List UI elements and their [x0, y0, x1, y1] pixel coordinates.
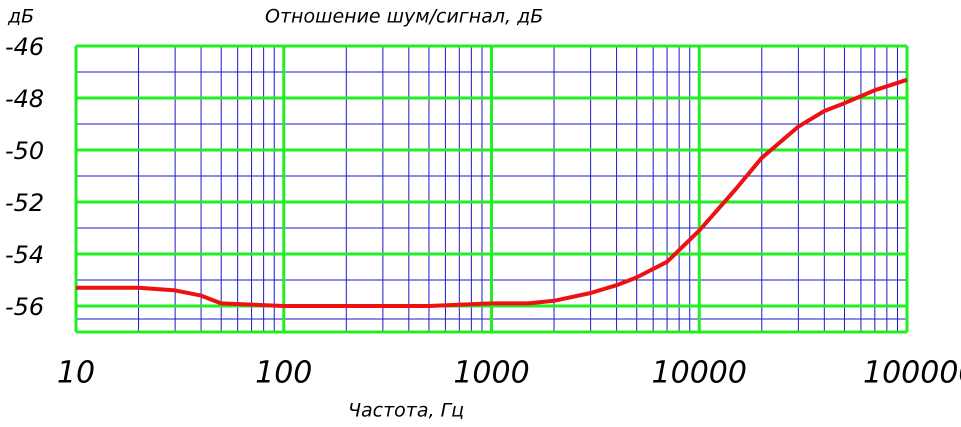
x-tick-label: 100 — [255, 356, 312, 391]
x-axis-label: Частота, Гц — [348, 400, 464, 422]
data-line — [76, 77, 908, 308]
y-tick-label: -50 — [5, 137, 44, 165]
y-tick-label: -48 — [5, 85, 44, 113]
x-tick-label: 10000 — [652, 356, 747, 391]
x-tick-label: 1000 — [453, 356, 529, 391]
x-tick-label: 100000 — [863, 356, 961, 391]
y-tick-label: -52 — [5, 189, 44, 217]
y-tick-label: -56 — [5, 293, 44, 321]
y-axis-label: дБ — [7, 6, 34, 28]
y-tick-label: -46 — [5, 33, 44, 61]
chart-title: Отношение шум/сигнал, дБ — [265, 6, 543, 28]
x-tick-label: 10 — [57, 356, 95, 391]
y-tick-label: -54 — [5, 241, 44, 269]
